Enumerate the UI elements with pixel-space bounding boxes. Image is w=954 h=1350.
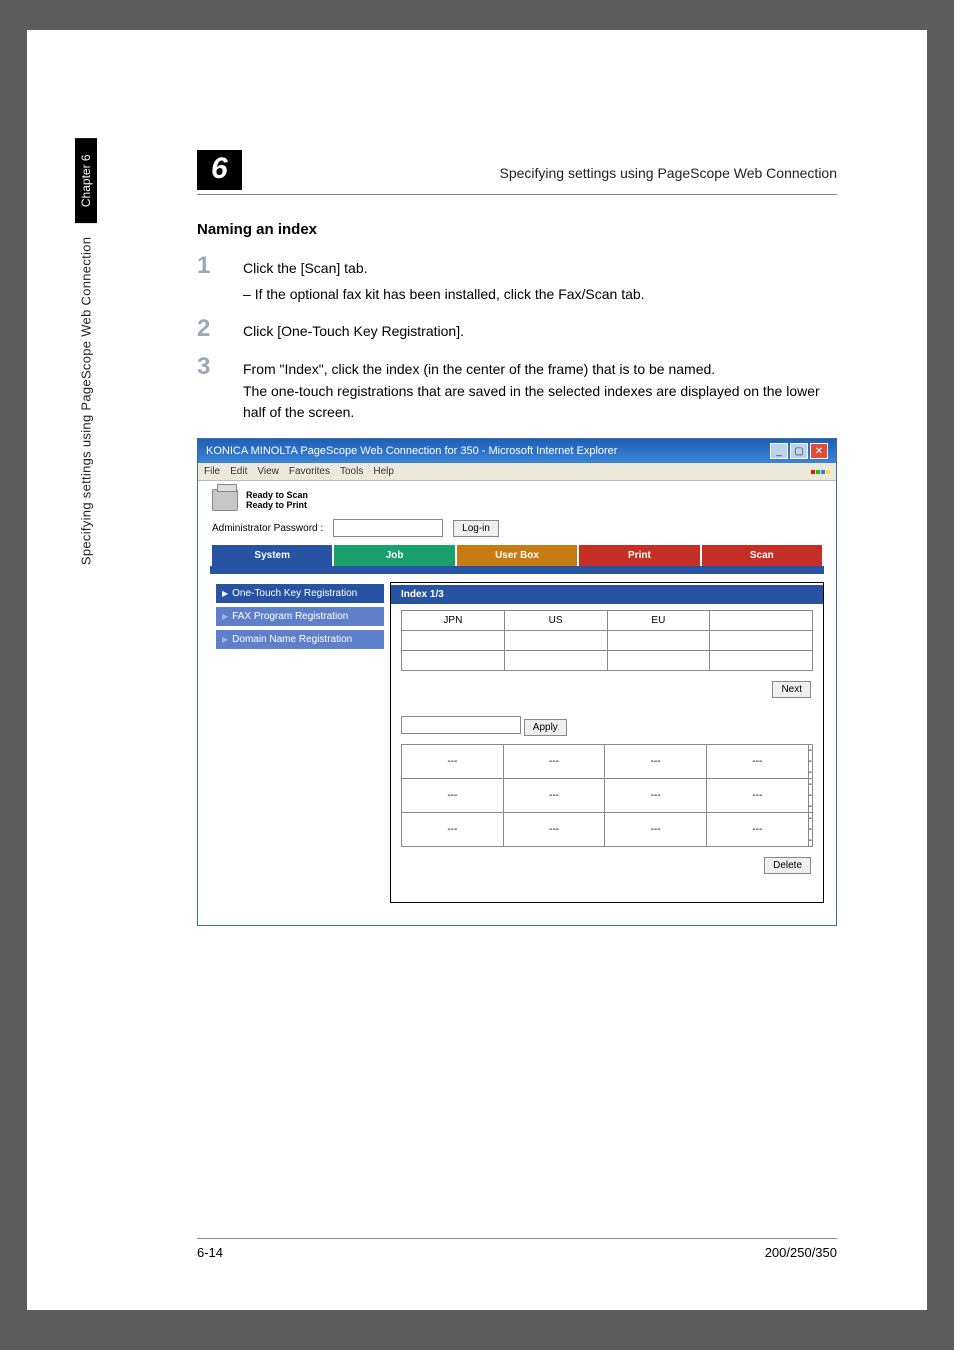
table-cell: --- — [706, 812, 808, 846]
table-cell: --- — [808, 778, 812, 812]
page-header-title: Specifying settings using PageScope Web … — [499, 165, 837, 181]
sidebar-item[interactable]: ▶FAX Program Registration — [216, 607, 384, 626]
table-cell: --- — [706, 744, 808, 778]
tab-scan[interactable]: Scan — [702, 545, 822, 566]
index-name-input[interactable] — [401, 716, 521, 734]
chapter-badge: Chapter 6 — [75, 138, 97, 223]
step-number: 3 — [197, 355, 223, 379]
printer-icon — [212, 489, 238, 511]
step-text: Click the [Scan] tab.If the optional fax… — [243, 254, 645, 305]
index-cell[interactable]: JPN — [402, 611, 505, 631]
section-title: Naming an index — [197, 221, 837, 238]
index-cell[interactable]: EU — [607, 611, 710, 631]
registration-table: ----------------------------------------… — [401, 744, 813, 847]
side-vertical-text: Specifying settings using PageScope Web … — [79, 237, 94, 565]
menu-item[interactable]: Favorites — [289, 466, 330, 477]
triangle-icon: ▶ — [222, 589, 228, 598]
table-cell: --- — [808, 744, 812, 778]
table-cell: --- — [605, 778, 707, 812]
status-line-2: Ready to Print — [246, 500, 308, 510]
table-cell: --- — [402, 778, 504, 812]
index-table: JPNUSEU — [401, 610, 813, 671]
apply-button[interactable]: Apply — [524, 719, 567, 736]
minimize-icon[interactable]: _ — [770, 443, 788, 459]
table-cell: --- — [605, 812, 707, 846]
tab-system[interactable]: System — [212, 545, 332, 566]
windows-flag-icon — [811, 470, 830, 474]
step-subtext: If the optional fax kit has been install… — [261, 284, 645, 306]
table-cell: --- — [808, 812, 812, 846]
table-cell: --- — [402, 744, 504, 778]
status-line-1: Ready to Scan — [246, 490, 308, 500]
maximize-icon[interactable]: ▢ — [790, 443, 808, 459]
triangle-icon: ▶ — [222, 612, 228, 621]
step-text: Click [One-Touch Key Registration]. — [243, 317, 464, 343]
sidebar-item[interactable]: ▶Domain Name Registration — [216, 630, 384, 649]
step-extra: The one-touch registrations that are sav… — [243, 381, 837, 424]
menu-bar: File Edit View Favorites Tools Help — [204, 466, 404, 477]
printer-status: Ready to Scan Ready to Print — [212, 489, 308, 511]
menu-item[interactable]: View — [257, 466, 279, 477]
index-cell[interactable] — [710, 611, 813, 631]
admin-password-label: Administrator Password : — [212, 523, 323, 534]
step-number: 2 — [197, 317, 223, 341]
step-text: From "Index", click the index (in the ce… — [243, 355, 837, 424]
window-title: KONICA MINOLTA PageScope Web Connection … — [206, 445, 617, 457]
tab-print[interactable]: Print — [579, 545, 699, 566]
tab-user box[interactable]: User Box — [457, 545, 577, 566]
index-cell[interactable]: US — [504, 611, 607, 631]
step-number: 1 — [197, 254, 223, 278]
page-number: 6-14 — [197, 1245, 223, 1260]
table-cell: --- — [605, 744, 707, 778]
main-panel: Index 1/3 JPNUSEU Next Apply -----------… — [390, 582, 824, 903]
menu-item[interactable]: Help — [373, 466, 394, 477]
index-label: Index 1/3 — [391, 585, 823, 604]
table-cell: --- — [706, 778, 808, 812]
menu-item[interactable]: File — [204, 466, 220, 477]
model-number: 200/250/350 — [765, 1245, 837, 1260]
browser-window: KONICA MINOLTA PageScope Web Connection … — [197, 438, 837, 926]
table-cell: --- — [503, 812, 605, 846]
triangle-icon: ▶ — [222, 635, 228, 644]
table-cell: --- — [503, 778, 605, 812]
next-button[interactable]: Next — [772, 681, 811, 698]
tab-job[interactable]: Job — [334, 545, 454, 566]
window-controls: _ ▢ ✕ — [770, 443, 828, 459]
table-cell: --- — [402, 812, 504, 846]
sidebar-item[interactable]: ▶One-Touch Key Registration — [216, 584, 384, 603]
admin-password-input[interactable] — [333, 519, 443, 537]
chapter-number: 6 — [197, 150, 242, 190]
menu-item[interactable]: Edit — [230, 466, 247, 477]
login-button[interactable]: Log-in — [453, 520, 499, 537]
menu-item[interactable]: Tools — [340, 466, 363, 477]
sidebar: ▶One-Touch Key Registration ▶FAX Program … — [210, 574, 390, 911]
close-icon[interactable]: ✕ — [810, 443, 828, 459]
table-cell: --- — [503, 744, 605, 778]
delete-button[interactable]: Delete — [764, 857, 811, 874]
